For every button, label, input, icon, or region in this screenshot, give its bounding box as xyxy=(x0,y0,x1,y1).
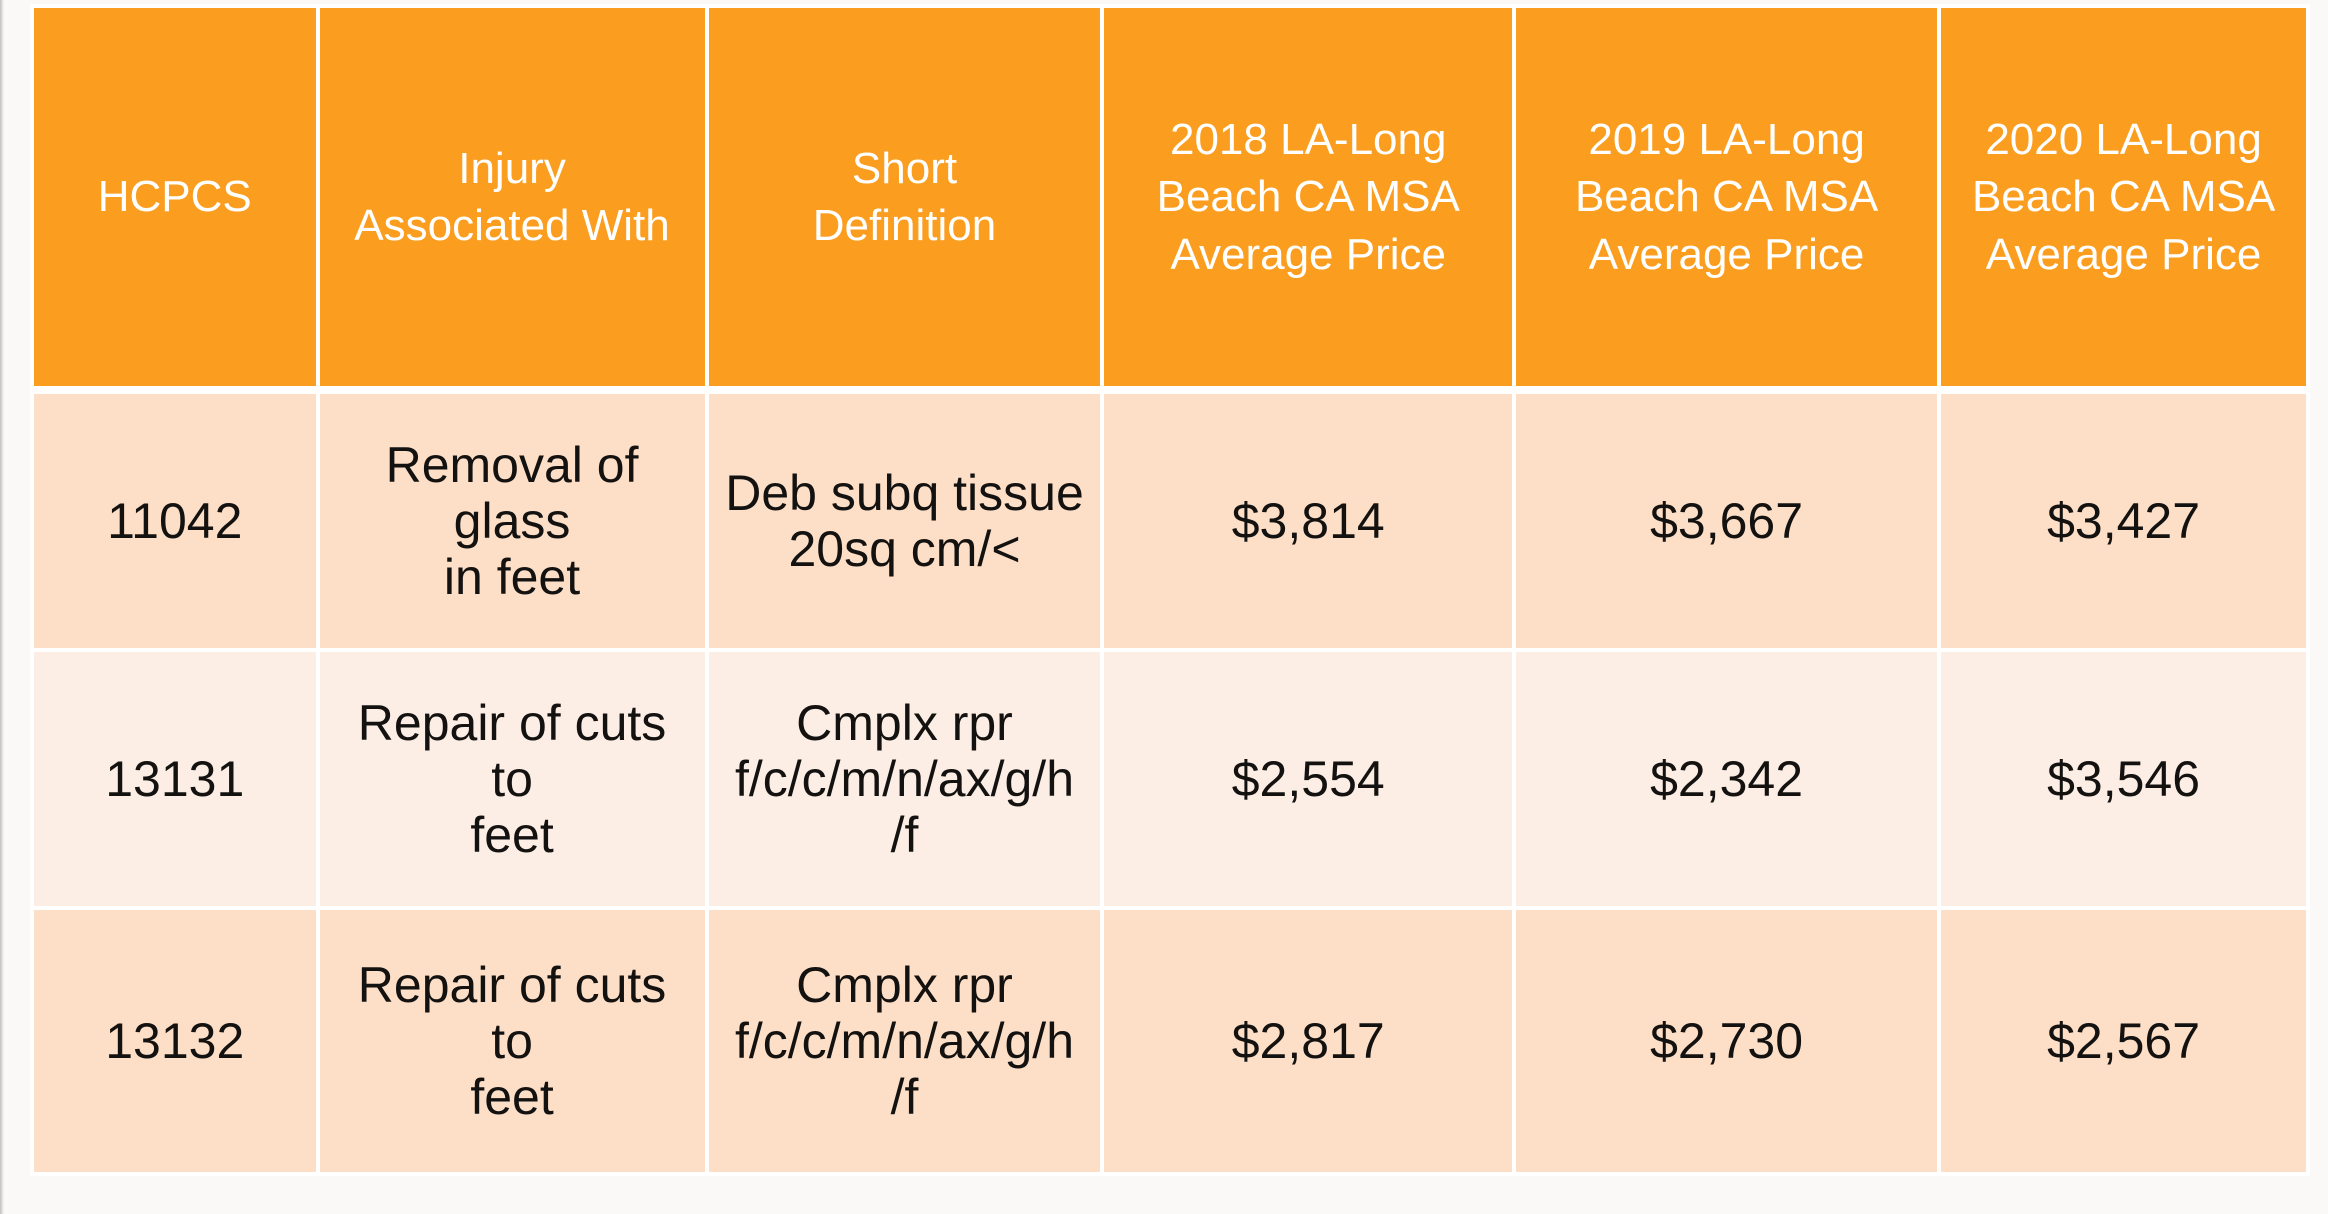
cell-price-2019: $2,342 xyxy=(1516,652,1938,906)
header-row: HCPCS Injury Associated With Short Defin… xyxy=(34,8,2306,390)
cell-injury: Removal of glass in feet xyxy=(319,394,705,648)
cell-price-2020: $2,567 xyxy=(1941,910,2306,1172)
cell-injury: Repair of cuts to feet xyxy=(319,652,705,906)
cell-short-definition: Deb subq tissue 20sq cm/< xyxy=(708,394,1101,648)
cell-short-definition: Cmplx rpr f/c/c/m/n/ax/g/h /f xyxy=(708,910,1101,1172)
cell-injury: Repair of cuts to feet xyxy=(319,910,705,1172)
header-cell-hcpcs: HCPCS xyxy=(34,8,316,390)
cell-hcpcs-code: 11042 xyxy=(34,394,316,648)
cell-price-2019: $2,730 xyxy=(1516,910,1938,1172)
cell-hcpcs-code: 13132 xyxy=(34,910,316,1172)
cell-price-2018: $2,554 xyxy=(1104,652,1513,906)
cell-price-2020: $3,546 xyxy=(1941,652,2306,906)
table-row-13132: 13132 Repair of cuts to feet Cmplx rpr f… xyxy=(34,910,2306,1172)
cell-hcpcs-code: 13131 xyxy=(34,652,316,906)
header-cell-2020-average-price: 2020 LA-Long Beach CA MSA Average Price xyxy=(1941,8,2306,390)
cell-short-definition: Cmplx rpr f/c/c/m/n/ax/g/h /f xyxy=(708,652,1101,906)
header-cell-2018-average-price: 2018 LA-Long Beach CA MSA Average Price xyxy=(1104,8,1513,390)
header-cell-2019-average-price: 2019 LA-Long Beach CA MSA Average Price xyxy=(1516,8,1938,390)
table-row-11042: 11042 Removal of glass in feet Deb subq … xyxy=(34,394,2306,648)
cell-price-2018: $3,814 xyxy=(1104,394,1513,648)
cell-price-2018: $2,817 xyxy=(1104,910,1513,1172)
cell-price-2020: $3,427 xyxy=(1941,394,2306,648)
hcpcs-price-table: HCPCS Injury Associated With Short Defin… xyxy=(30,4,2310,1176)
cell-price-2019: $3,667 xyxy=(1516,394,1938,648)
header-cell-short-definition: Short Definition xyxy=(708,8,1101,390)
header-cell-injury-associated-with: Injury Associated With xyxy=(319,8,705,390)
table-row-13131: 13131 Repair of cuts to feet Cmplx rpr f… xyxy=(34,652,2306,906)
